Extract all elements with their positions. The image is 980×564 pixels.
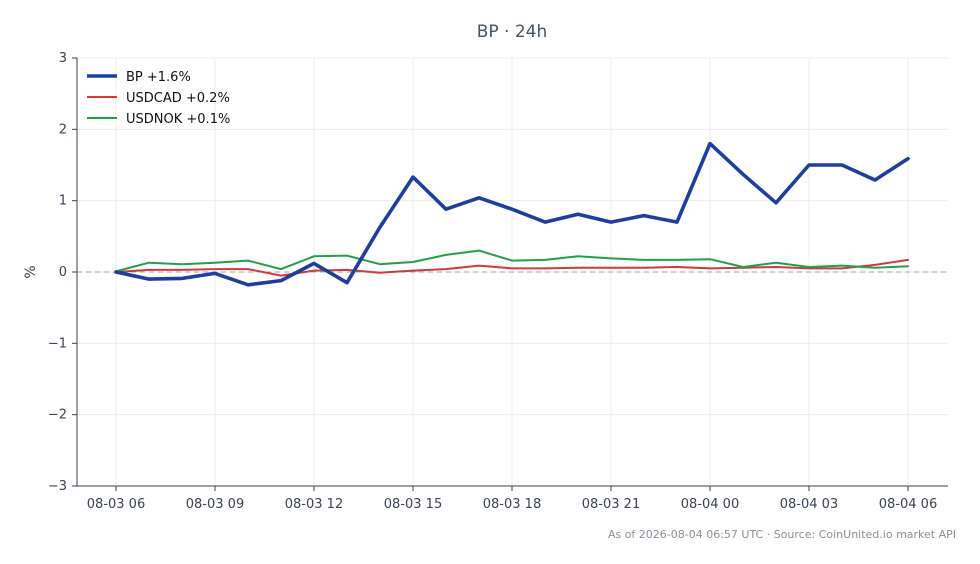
x-tick-label: 08-03 06 <box>87 497 145 512</box>
x-tick-label: 08-03 21 <box>582 497 640 512</box>
series-line-0 <box>114 141 910 287</box>
y-tick-label: −1 <box>48 336 67 351</box>
y-tick-label: 3 <box>59 51 67 66</box>
y-tick-label: 0 <box>59 265 67 280</box>
y-tick-label: 1 <box>59 194 67 209</box>
legend-label-0: BP +1.6% <box>126 70 191 85</box>
x-tick-label: 08-04 06 <box>879 497 937 512</box>
y-tick-label: −3 <box>48 479 67 494</box>
x-tick-label: 08-04 00 <box>681 497 739 512</box>
chart-title: BP · 24h <box>477 22 548 42</box>
x-tick-label: 08-03 18 <box>483 497 541 512</box>
series-lines <box>114 141 910 287</box>
x-tick-label: 08-03 12 <box>285 497 343 512</box>
x-tick-label: 08-03 15 <box>384 497 442 512</box>
y-axis-label: % <box>23 265 39 278</box>
x-axis-ticks: 08-03 06 08-03 09 08-03 12 08-03 15 08-03 18… <box>87 486 937 512</box>
x-tick-label: 08-04 03 <box>780 497 838 512</box>
y-tick-label: 2 <box>59 122 67 137</box>
legend-label-2: USDNOK +0.1% <box>126 112 230 127</box>
series-line-2 <box>115 249 909 273</box>
legend: BP +1.6% USDCAD +0.2% USDNOK +0.1% <box>87 70 230 127</box>
y-axis-ticks: 3 2 1 0 −1 −2 −3 <box>48 51 77 494</box>
series-line-1 <box>115 258 909 277</box>
y-tick-label: −2 <box>48 408 67 423</box>
legend-label-1: USDCAD +0.2% <box>126 91 230 106</box>
footer-source: As of 2026-08-04 06:57 UTC · Source: Coi… <box>608 528 956 541</box>
x-tick-label: 08-03 09 <box>186 497 244 512</box>
